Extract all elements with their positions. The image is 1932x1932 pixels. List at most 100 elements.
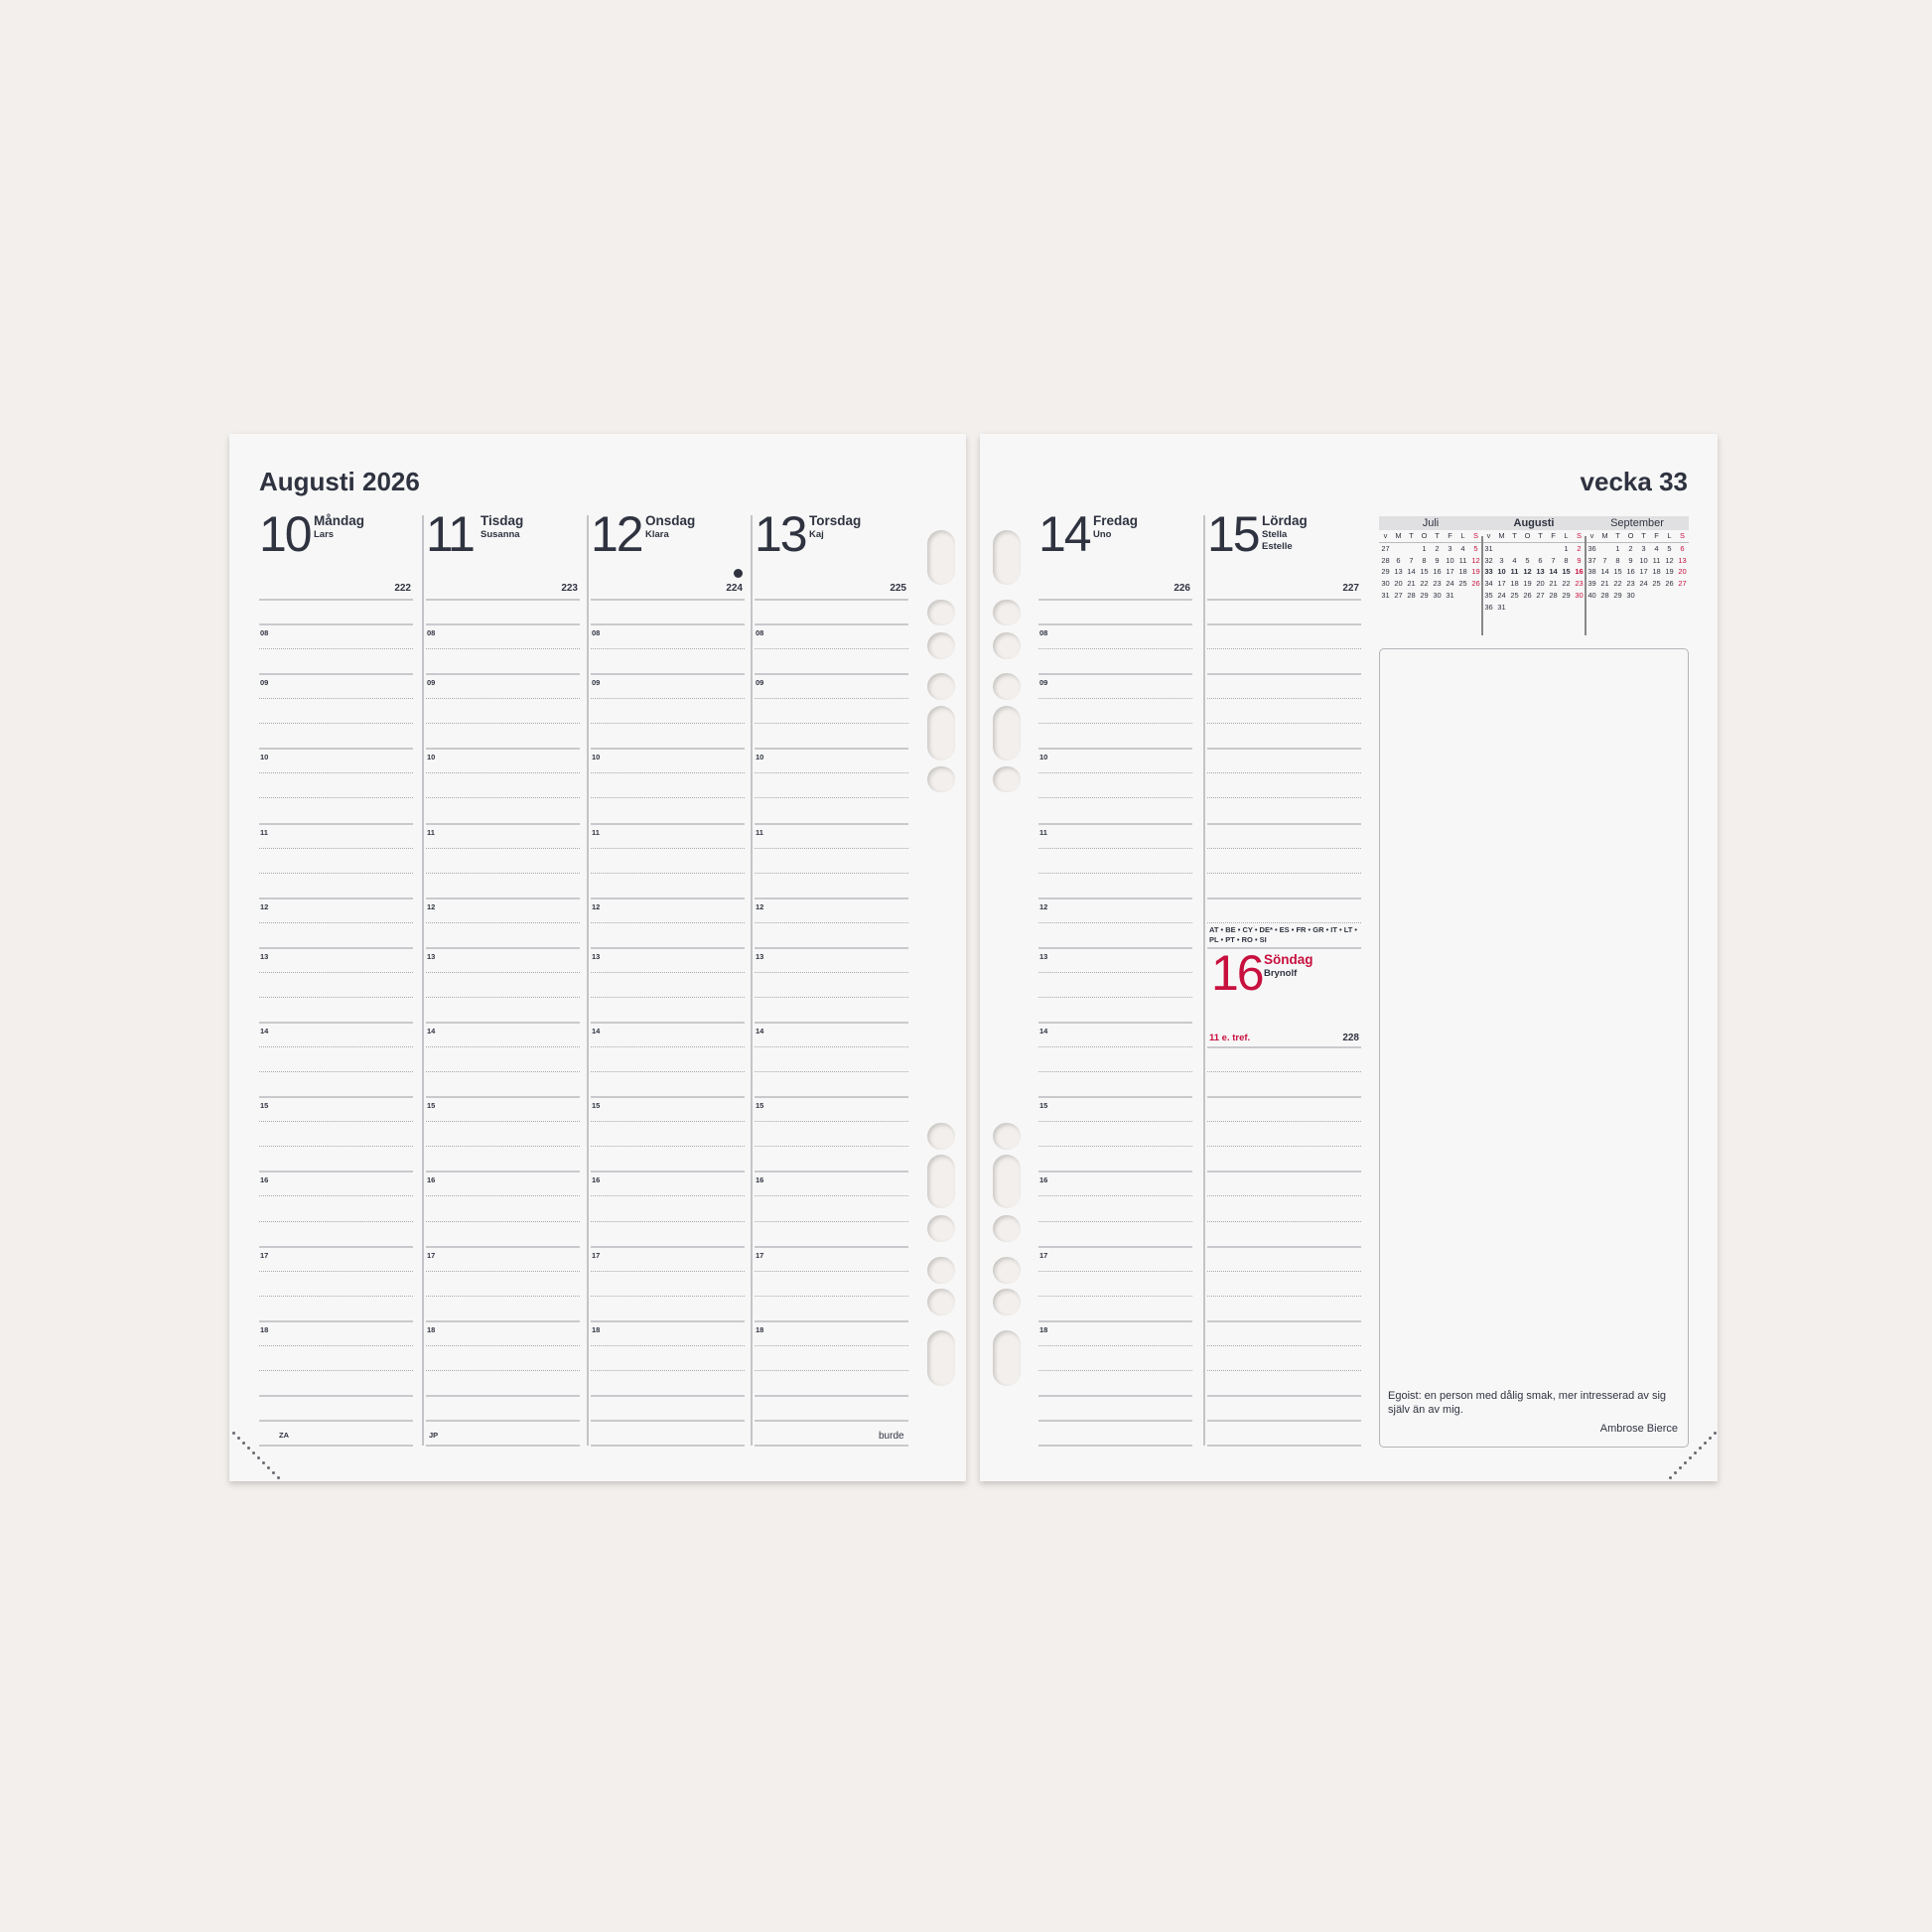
mini-date[interactable]: 19 <box>1471 567 1480 577</box>
half-hour-line[interactable] <box>1207 1369 1361 1371</box>
mini-date[interactable] <box>1405 543 1418 555</box>
hour-line[interactable] <box>755 1394 908 1397</box>
half-hour-line[interactable] <box>755 996 908 998</box>
mini-date[interactable]: 30 <box>1626 590 1635 600</box>
half-hour-line[interactable] <box>755 1295 908 1297</box>
hour-line[interactable] <box>1038 599 1192 601</box>
half-hour-line[interactable] <box>591 1220 745 1222</box>
hour-line[interactable] <box>1038 897 1192 899</box>
hour-line[interactable] <box>259 897 413 899</box>
mini-date[interactable]: 27 <box>1536 590 1545 600</box>
mini-date[interactable]: 13 <box>1536 567 1545 577</box>
mini-date[interactable]: 28 <box>1381 555 1390 565</box>
half-hour-line[interactable] <box>426 1220 580 1222</box>
mini-date[interactable]: 16 <box>1575 567 1584 577</box>
half-hour-line[interactable] <box>259 996 413 998</box>
hour-line[interactable] <box>1207 946 1361 949</box>
hour-line[interactable] <box>1207 673 1361 676</box>
half-hour-line[interactable] <box>591 698 745 700</box>
hour-line[interactable] <box>755 748 908 751</box>
mini-date[interactable]: 21 <box>1407 579 1416 589</box>
mini-date[interactable] <box>1508 602 1521 614</box>
half-hour-line[interactable] <box>755 772 908 774</box>
hour-line[interactable] <box>1038 822 1192 825</box>
mini-date[interactable]: 27 <box>1678 579 1687 589</box>
half-hour-line[interactable] <box>259 1295 413 1297</box>
half-hour-line[interactable] <box>1038 1046 1192 1048</box>
half-hour-line[interactable] <box>1038 648 1192 650</box>
hour-line[interactable] <box>1207 1419 1361 1422</box>
hour-line[interactable] <box>591 1245 745 1248</box>
hour-line[interactable] <box>1207 1171 1361 1173</box>
half-hour-line[interactable] <box>259 1344 413 1346</box>
half-hour-line[interactable] <box>426 1071 580 1073</box>
half-hour-line[interactable] <box>1038 1344 1192 1346</box>
mini-date[interactable]: 25 <box>1510 590 1519 600</box>
hour-line[interactable] <box>1207 1046 1361 1049</box>
hour-line[interactable] <box>1207 599 1361 601</box>
mini-date[interactable]: 29 <box>1420 590 1429 600</box>
mini-date[interactable]: 22 <box>1613 579 1622 589</box>
hour-line[interactable] <box>426 1245 580 1248</box>
half-hour-line[interactable] <box>1038 1369 1192 1371</box>
half-hour-line[interactable] <box>259 872 413 874</box>
mini-date[interactable]: 18 <box>1510 579 1519 589</box>
mini-date[interactable] <box>1521 543 1534 555</box>
mini-date[interactable]: 12 <box>1665 555 1674 565</box>
mini-date[interactable]: 29 <box>1613 590 1622 600</box>
mini-date[interactable] <box>1560 602 1573 614</box>
half-hour-line[interactable] <box>1038 797 1192 799</box>
mini-date[interactable]: 8 <box>1615 555 1620 565</box>
half-hour-line[interactable] <box>755 698 908 700</box>
mini-date[interactable]: 27 <box>1381 543 1390 553</box>
hour-line[interactable] <box>1207 1394 1361 1397</box>
mini-date[interactable]: 14 <box>1600 567 1609 577</box>
hour-line[interactable] <box>1207 897 1361 899</box>
hour-line[interactable] <box>591 599 745 601</box>
mini-date[interactable]: 25 <box>1652 579 1661 589</box>
mini-date[interactable]: 28 <box>1549 590 1558 600</box>
half-hour-line[interactable] <box>426 847 580 849</box>
mini-date[interactable] <box>1508 543 1521 555</box>
mini-date[interactable]: 32 <box>1484 555 1493 565</box>
mini-date[interactable]: 4 <box>1654 543 1659 553</box>
half-hour-line[interactable] <box>755 1046 908 1048</box>
mini-date[interactable]: 17 <box>1446 567 1454 577</box>
hour-line[interactable] <box>1207 1096 1361 1099</box>
mini-date[interactable]: 5 <box>1473 543 1478 553</box>
mini-date[interactable] <box>1650 590 1663 602</box>
mini-date[interactable] <box>1392 543 1405 555</box>
mini-date[interactable]: 29 <box>1381 567 1390 577</box>
half-hour-line[interactable] <box>259 1146 413 1148</box>
half-hour-line[interactable] <box>1038 971 1192 973</box>
hour-line[interactable] <box>426 1096 580 1099</box>
mini-date[interactable]: 2 <box>1435 543 1440 553</box>
hour-line[interactable] <box>591 748 745 751</box>
mini-date[interactable]: 31 <box>1484 543 1493 553</box>
half-hour-line[interactable] <box>426 872 580 874</box>
hour-line[interactable] <box>591 1394 745 1397</box>
half-hour-line[interactable] <box>426 1121 580 1123</box>
hour-line[interactable] <box>426 1171 580 1173</box>
hour-line[interactable] <box>591 1096 745 1099</box>
half-hour-line[interactable] <box>1038 1195 1192 1197</box>
hour-line[interactable] <box>1038 1022 1192 1025</box>
hour-line[interactable] <box>259 822 413 825</box>
hour-line[interactable] <box>1207 1319 1361 1322</box>
half-hour-line[interactable] <box>1038 1295 1192 1297</box>
mini-date[interactable]: 37 <box>1587 555 1596 565</box>
mini-date[interactable]: 7 <box>1551 555 1556 565</box>
mini-date[interactable]: 9 <box>1577 555 1582 565</box>
hour-line[interactable] <box>591 822 745 825</box>
mini-date[interactable]: 22 <box>1562 579 1571 589</box>
half-hour-line[interactable] <box>426 996 580 998</box>
mini-date[interactable]: 9 <box>1628 555 1633 565</box>
mini-date[interactable]: 35 <box>1484 590 1493 600</box>
half-hour-line[interactable] <box>426 648 580 650</box>
hour-line[interactable] <box>426 1445 580 1448</box>
mini-date[interactable]: 26 <box>1523 590 1532 600</box>
hour-line[interactable] <box>755 822 908 825</box>
hour-line[interactable] <box>755 946 908 949</box>
half-hour-line[interactable] <box>591 648 745 650</box>
half-hour-line[interactable] <box>259 648 413 650</box>
